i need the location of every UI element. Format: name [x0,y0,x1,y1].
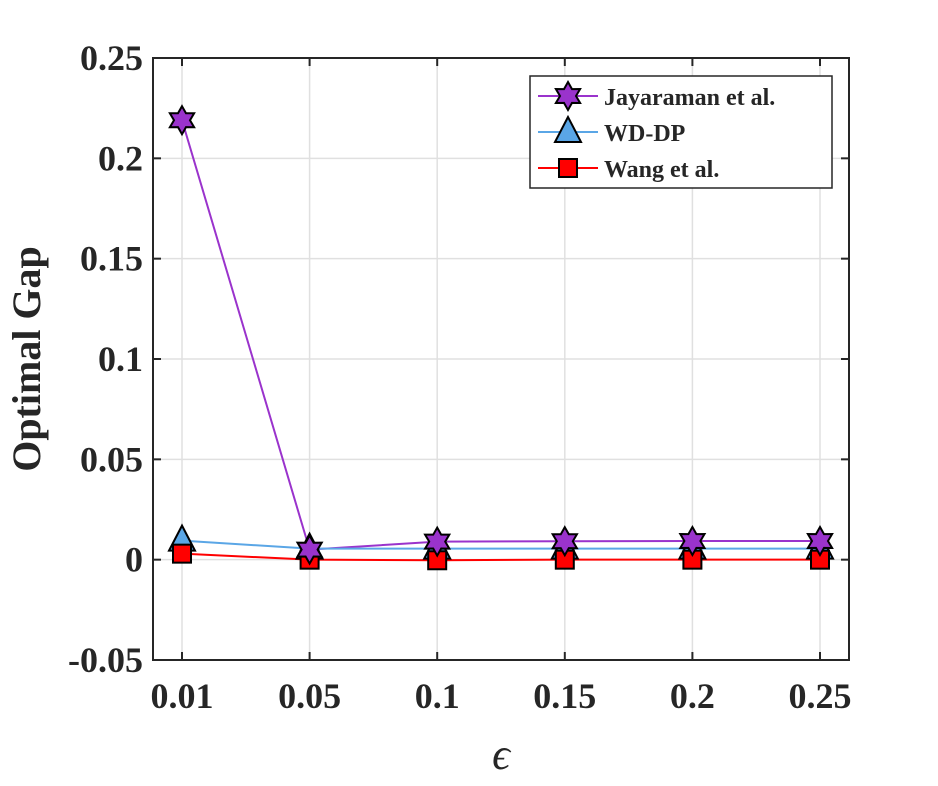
series-markers-wang [172,543,830,571]
legend-marker-wang [558,158,578,178]
y-tick-label: 0.25 [80,38,143,78]
legend-item-jayaraman: Jayaraman et al. [538,79,775,113]
data-point-jayaraman [168,104,196,137]
legend-marker-jayaraman [554,79,582,113]
y-tick-label: 0.05 [80,439,143,479]
series-wang [181,552,820,562]
y-tick-label: 0.1 [98,339,143,379]
y-tick-label: 0.2 [98,138,143,178]
x-tick-label: 0.25 [789,676,852,716]
y-tick-label: 0 [125,540,143,580]
y-tick-label: -0.05 [68,640,143,680]
legend: Jayaraman et al. WD-DP Wang et al. [529,75,833,189]
x-axis-label: ϵ [492,730,512,779]
series-line-wddp [181,539,820,550]
legend-label: Wang et al. [604,157,719,183]
legend-marker-wddp [553,114,583,143]
x-tick-label: 0.01 [151,676,214,716]
series-line-jayaraman [181,119,820,551]
x-tick-label: 0.2 [670,676,715,716]
x-tick-label: 0.05 [278,676,341,716]
y-axis-label: Optimal Gap [4,246,49,472]
series-wddp [181,539,820,550]
data-point-jayaraman [806,524,834,558]
data-point-wang [172,543,192,564]
y-tick-label: 0.15 [80,239,143,279]
data-point-jayaraman [423,525,452,558]
data-point-jayaraman [678,524,707,558]
y-axis-ticks: -0.05 0 0.05 0.1 0.15 0.2 0.25 [68,38,849,680]
legend-label: Jayaraman et al. [604,85,775,111]
series-line-wang [181,552,820,562]
legend-item-wddp: WD-DP [538,114,685,147]
legend-label: WD-DP [604,121,685,147]
series-jayaraman [181,119,820,551]
series [167,104,835,571]
x-tick-label: 0.1 [415,676,460,716]
data-point-jayaraman [550,525,579,558]
x-axis-ticks: 0.01 0.05 0.1 0.15 0.2 0.25 [151,58,852,716]
series-markers-jayaraman [168,104,834,566]
data-point-jayaraman [295,533,324,566]
legend-item-wang: Wang et al. [538,157,719,183]
x-tick-label: 0.15 [533,676,596,716]
